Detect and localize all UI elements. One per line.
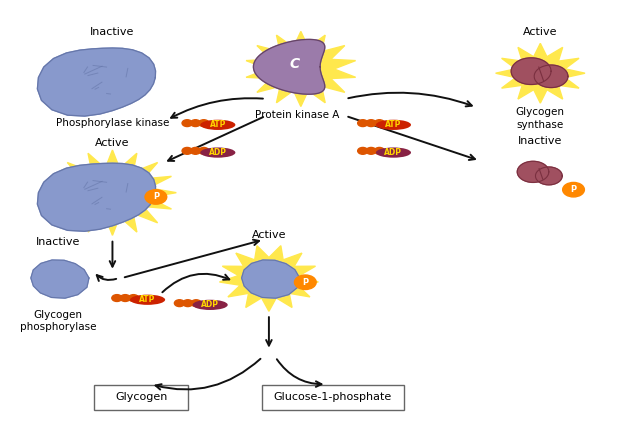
Circle shape bbox=[563, 182, 584, 197]
Text: Active: Active bbox=[252, 229, 286, 240]
Circle shape bbox=[517, 161, 549, 182]
Circle shape bbox=[129, 294, 139, 301]
FancyBboxPatch shape bbox=[94, 385, 188, 410]
Circle shape bbox=[120, 294, 131, 301]
Circle shape bbox=[191, 300, 201, 306]
Text: Glycogen
phosphorylase: Glycogen phosphorylase bbox=[20, 310, 97, 333]
Circle shape bbox=[112, 294, 122, 301]
Ellipse shape bbox=[130, 294, 165, 305]
Circle shape bbox=[534, 65, 568, 88]
Ellipse shape bbox=[193, 300, 228, 310]
Polygon shape bbox=[253, 39, 324, 94]
Text: ATP: ATP bbox=[210, 120, 226, 129]
Polygon shape bbox=[37, 48, 156, 116]
Text: Active: Active bbox=[95, 138, 130, 148]
Polygon shape bbox=[31, 260, 89, 298]
Text: Inactive: Inactive bbox=[90, 27, 134, 37]
Text: Phosphorylase kinase: Phosphorylase kinase bbox=[56, 118, 169, 128]
Circle shape bbox=[366, 120, 376, 127]
Circle shape bbox=[536, 167, 562, 185]
Ellipse shape bbox=[376, 120, 411, 130]
Polygon shape bbox=[37, 163, 156, 231]
Text: P: P bbox=[570, 185, 577, 194]
FancyBboxPatch shape bbox=[262, 385, 404, 410]
Ellipse shape bbox=[200, 120, 236, 130]
Text: ATP: ATP bbox=[385, 120, 402, 129]
Circle shape bbox=[511, 58, 551, 84]
Text: Glycogen
synthase: Glycogen synthase bbox=[516, 107, 565, 130]
Polygon shape bbox=[220, 246, 318, 311]
Text: C: C bbox=[289, 57, 300, 71]
Circle shape bbox=[182, 300, 193, 306]
Text: ADP: ADP bbox=[201, 300, 219, 309]
Circle shape bbox=[294, 275, 316, 289]
Circle shape bbox=[182, 148, 192, 154]
Polygon shape bbox=[246, 31, 356, 107]
Circle shape bbox=[374, 120, 385, 127]
Text: Glycogen: Glycogen bbox=[115, 392, 168, 402]
Circle shape bbox=[198, 148, 209, 154]
Polygon shape bbox=[49, 150, 176, 235]
Circle shape bbox=[366, 148, 376, 154]
Circle shape bbox=[190, 120, 200, 127]
Text: Inactive: Inactive bbox=[36, 237, 81, 247]
Circle shape bbox=[145, 190, 167, 204]
Text: Active: Active bbox=[523, 27, 557, 37]
Text: ADP: ADP bbox=[385, 148, 403, 157]
Circle shape bbox=[174, 300, 184, 306]
Text: P: P bbox=[153, 193, 159, 202]
Ellipse shape bbox=[200, 148, 236, 158]
Circle shape bbox=[374, 148, 385, 154]
Polygon shape bbox=[495, 43, 585, 103]
Circle shape bbox=[198, 120, 209, 127]
Text: Protein kinase A: Protein kinase A bbox=[255, 110, 340, 120]
Circle shape bbox=[358, 148, 368, 154]
Circle shape bbox=[358, 120, 368, 127]
Text: P: P bbox=[302, 278, 308, 287]
Text: ATP: ATP bbox=[140, 295, 156, 304]
Circle shape bbox=[190, 148, 200, 154]
Polygon shape bbox=[242, 260, 300, 298]
Text: ADP: ADP bbox=[209, 148, 227, 157]
Text: Glucose-1-phosphate: Glucose-1-phosphate bbox=[274, 392, 392, 402]
Circle shape bbox=[182, 120, 192, 127]
Text: Inactive: Inactive bbox=[518, 136, 563, 146]
Ellipse shape bbox=[376, 148, 411, 158]
